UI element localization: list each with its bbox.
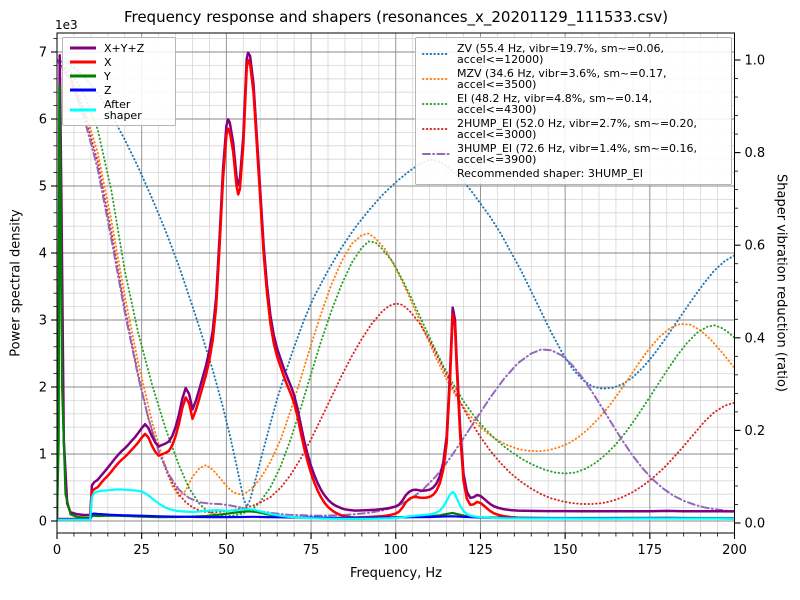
chart-title: Frequency response and shapers (resonanc… (123, 8, 669, 26)
x-tick-label: 0 (53, 543, 61, 558)
x-tick-label: 150 (553, 543, 578, 558)
curve-X+Y+Z (57, 51, 735, 519)
y-left-tick-label: 0 (39, 515, 47, 530)
curve-EI (57, 59, 735, 518)
y-left-tick-label: 1 (39, 448, 47, 463)
legend-item-label: Y (104, 69, 111, 83)
legend-recommendation: Recommended shaper: 3HUMP_EI (457, 167, 643, 180)
curve-X (57, 58, 735, 521)
legend-item-label: MZV (34.6 Hz, vibr=3.6%, sm~=0.17, accel… (457, 66, 667, 91)
axis-ticks (51, 38, 741, 539)
legend-item: X (69, 55, 169, 69)
legend-curves: X+Y+Z X Y Z After shaper (62, 37, 176, 126)
legend-item-label: 3HUMP_EI (72.6 Hz, vibr=1.4%, sm~=0.16, … (457, 141, 698, 166)
legend-item: X+Y+Z (69, 41, 169, 55)
legend-item-label: After shaper (104, 97, 142, 122)
y-left-tick-label: 3 (39, 314, 47, 329)
legend-item: 2HUMP_EI (52.0 Hz, vibr=2.7%, sm~=0.20, … (422, 116, 725, 141)
legend-line-sample (70, 108, 96, 111)
legend-line-sample (70, 88, 96, 92)
x-tick-label: 175 (637, 543, 662, 558)
legend-item: After shaper (69, 97, 169, 122)
legend-shapers: ZV (55.4 Hz, vibr=19.7%, sm~=0.06, accel… (415, 37, 732, 185)
y-right-tick-label: 0.0 (745, 517, 766, 532)
legend-line-sample (70, 74, 96, 78)
curve-After-shaper (57, 488, 735, 521)
legend-line-sample (422, 52, 450, 55)
y-left-tick-label: 6 (39, 113, 47, 128)
x-tick-label: 50 (218, 543, 235, 558)
legend-line-sample (422, 127, 450, 130)
y-axis-label-right: Shaper vibration reduction (ratio) (773, 174, 789, 392)
y-left-tick-label: 5 (39, 180, 47, 195)
legend-item-label: X (104, 55, 112, 69)
legend-line-sample (422, 152, 450, 155)
y-right-tick-label: 0.6 (745, 239, 766, 254)
x-tick-label: 25 (133, 543, 150, 558)
legend-item: MZV (34.6 Hz, vibr=3.6%, sm~=0.17, accel… (422, 66, 725, 91)
x-axis-label: Frequency, Hz (349, 566, 443, 581)
legend-item: Y (69, 69, 169, 83)
legend-line-sample (70, 46, 96, 50)
y-right-tick-label: 0.4 (745, 331, 766, 346)
x-tick-label: 75 (303, 543, 320, 558)
y-right-tick-label: 1.0 (745, 54, 766, 69)
legend-item: ZV (55.4 Hz, vibr=19.7%, sm~=0.06, accel… (422, 41, 725, 66)
y-axis-offset-label: 1e3 (55, 18, 78, 32)
curves (57, 51, 735, 521)
legend-item-label: ZV (55.4 Hz, vibr=19.7%, sm~=0.06, accel… (457, 41, 664, 66)
curve-MZV (57, 59, 735, 498)
legend-item: 3HUMP_EI (72.6 Hz, vibr=1.4%, sm~=0.16, … (422, 141, 725, 166)
curve-2HUMP_EI (57, 59, 735, 514)
legend-item-label: 2HUMP_EI (52.0 Hz, vibr=2.7%, sm~=0.20, … (457, 116, 698, 141)
y-axis-label-left: Power spectral density (8, 209, 24, 357)
curve-ZV (57, 59, 735, 508)
legend-item: Z (69, 83, 169, 97)
x-tick-label: 125 (468, 543, 493, 558)
y-left-tick-label: 7 (39, 46, 47, 61)
y-right-tick-label: 0.8 (745, 146, 766, 161)
legend-item-label: Z (104, 83, 112, 97)
legend-line-sample (422, 102, 450, 105)
tick-labels: 0 25 50 75 100 125 150 175 200 0 1 2 3 4 5 6 7 0.0 0.2 0.4 0… (39, 46, 765, 559)
x-tick-label: 200 (722, 543, 747, 558)
y-right-tick-label: 0.2 (745, 424, 766, 439)
legend-item-label: X+Y+Z (104, 41, 145, 55)
y-left-tick-label: 2 (39, 381, 47, 396)
y-left-tick-label: 4 (39, 247, 47, 262)
legend-item: EI (48.2 Hz, vibr=4.8%, sm~=0.14, accel<… (422, 91, 725, 116)
legend-line-sample (70, 60, 96, 64)
legend-item-label: EI (48.2 Hz, vibr=4.8%, sm~=0.14, accel<… (457, 91, 653, 116)
legend-line-sample (422, 77, 450, 80)
x-tick-label: 100 (383, 543, 408, 558)
